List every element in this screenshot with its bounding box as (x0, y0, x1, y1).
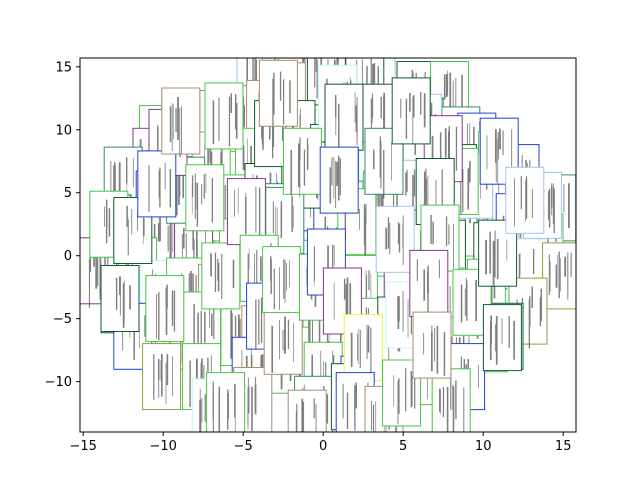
thumbnail-point (431, 368, 471, 432)
x-tick-label: −15 (69, 439, 96, 454)
thumbnail-point (204, 82, 244, 150)
y-tick-label: 15 (55, 60, 72, 75)
thumbnail-point (482, 304, 522, 372)
thumbnail-point (201, 242, 241, 310)
thumbnail-point (226, 178, 266, 246)
y-tick-label: 5 (64, 186, 72, 201)
thumbnail-markers (80, 58, 576, 432)
thumbnail-point (262, 246, 302, 314)
thumbnail-point (412, 311, 452, 379)
thumbnail-point (100, 265, 140, 332)
thumbnail-point (258, 59, 298, 127)
thumbnail-point (391, 77, 431, 145)
x-tick-label: −10 (149, 439, 176, 454)
y-axis: −10 −5 0 5 10 15 (45, 60, 80, 390)
thumbnail-point (206, 372, 246, 432)
thumbnail-point (364, 127, 404, 199)
axes-frame (79, 57, 577, 433)
thumbnail-point (263, 307, 303, 375)
x-axis: −15 −10 −5 0 5 10 15 (69, 432, 571, 454)
x-tick-label: 5 (399, 439, 407, 454)
thumbnail-point (142, 343, 182, 411)
thumbnail-point (161, 87, 201, 155)
x-tick-label: 0 (319, 439, 327, 454)
thumbnail-point (287, 389, 327, 432)
thumbnail-point (185, 164, 225, 232)
thumbnail-point (324, 83, 364, 151)
x-tick-label: 15 (555, 439, 572, 454)
thumbnail-point (542, 242, 576, 310)
thumbnail-point (343, 314, 383, 382)
thumbnail-point (319, 146, 359, 214)
y-tick-label: 10 (55, 123, 72, 138)
y-tick-label: −5 (53, 312, 72, 327)
x-tick-label: −5 (234, 439, 253, 454)
thumbnail-point (145, 275, 185, 343)
thumbnail-point (137, 150, 177, 218)
thumbnail-point (409, 249, 449, 317)
y-tick-label: 0 (64, 249, 72, 264)
thumbnail-point (505, 166, 545, 234)
y-tick-label: −10 (45, 375, 72, 390)
thumbnail-point (282, 127, 322, 198)
thumbnail-point (375, 205, 415, 273)
x-tick-label: 10 (475, 439, 492, 454)
